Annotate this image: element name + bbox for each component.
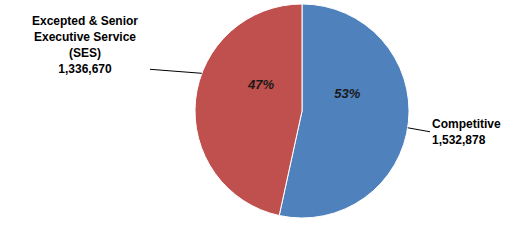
leader-line [408, 128, 430, 132]
labels: 53% Competitive 1,532,878 47% Excepted & Sen… [32, 14, 501, 146]
chart-container: 53% Competitive 1,532,878 47% Excepted & Sen… [0, 0, 531, 225]
pie-chart: 53% Competitive 1,532,878 47% Excepted & Sen… [0, 0, 531, 225]
percentage-label: 47% [247, 77, 274, 92]
slices [195, 4, 409, 218]
category-label: Competitive [432, 117, 501, 131]
percentage-label: 53% [334, 86, 360, 101]
leader-line [150, 69, 202, 73]
category-label: Excepted & SeniorExecutive Service(SES) [32, 14, 138, 60]
value-label: 1,532,878 [432, 133, 486, 147]
pie-slice [195, 4, 302, 216]
value-label: 1,336,670 [58, 62, 112, 76]
